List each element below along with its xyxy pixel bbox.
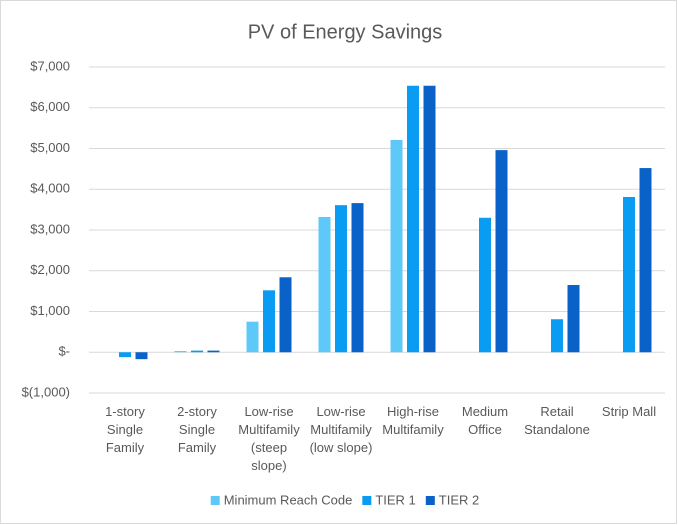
x-tick-line: Low-rise — [244, 404, 293, 419]
y-tick-label: $- — [58, 344, 70, 359]
bar — [279, 277, 292, 353]
x-tick-line: Family — [106, 440, 145, 455]
x-tick-line: Single — [179, 422, 215, 437]
x-tick-line: slope) — [251, 458, 286, 473]
bar — [567, 285, 580, 353]
x-tick-label: Low-rise Multifamily (low slope) — [310, 404, 373, 455]
y-tick-label: $3,000 — [30, 221, 70, 236]
x-tick-line: (low slope) — [310, 440, 373, 455]
x-tick-label: Medium Office — [462, 404, 508, 437]
legend-label: TIER 2 — [439, 492, 479, 507]
legend-item: TIER 1 — [362, 492, 416, 507]
bar — [495, 150, 508, 353]
bar — [263, 290, 275, 353]
x-tick-line: Multifamily — [238, 422, 300, 437]
y-tick-label: $(1,000) — [22, 384, 70, 399]
legend-item: Minimum Reach Code — [210, 492, 353, 507]
bar — [119, 352, 131, 358]
legend-swatch — [210, 496, 220, 505]
x-tick-line: Family — [178, 440, 217, 455]
bar — [551, 319, 563, 353]
legend-label: Minimum Reach Code — [224, 492, 353, 507]
bar — [207, 350, 220, 353]
legend-label: TIER 1 — [375, 492, 415, 507]
x-tick-line: Multifamily — [382, 422, 444, 437]
bar — [351, 203, 364, 353]
legend-swatch — [362, 496, 372, 505]
x-tick-line: Office — [468, 422, 502, 437]
legend-swatch — [425, 496, 435, 505]
x-tick-line: High-rise — [387, 404, 439, 419]
x-tick-label: Low-rise Multifamily (steep slope) — [238, 404, 300, 473]
x-tick-line: Standalone — [524, 422, 590, 437]
x-tick-line: 2-story — [177, 404, 217, 419]
bar — [623, 196, 635, 353]
bar — [246, 321, 259, 353]
bar — [174, 351, 187, 353]
x-tick-label: 1-story Single Family — [105, 404, 145, 455]
bar — [390, 139, 403, 353]
bar — [191, 350, 203, 353]
bar — [479, 217, 491, 353]
y-tick-label: $6,000 — [30, 99, 70, 114]
x-tick-line: (steep — [251, 440, 287, 455]
y-tick-label: $1,000 — [30, 303, 70, 318]
x-tick-line: Strip Mall — [602, 404, 656, 419]
x-tick-line: Single — [107, 422, 143, 437]
y-tick-label: $4,000 — [30, 181, 70, 196]
bar — [135, 352, 148, 360]
x-tick-line: Medium — [462, 404, 508, 419]
bar — [639, 168, 652, 353]
bar — [407, 85, 419, 353]
x-tick-line: Low-rise — [316, 404, 365, 419]
x-tick-label: Strip Mall — [602, 404, 656, 419]
x-tick-line: Multifamily — [310, 422, 372, 437]
bar — [423, 85, 436, 353]
x-tick-line: Retail — [540, 404, 573, 419]
y-tick-label: $5,000 — [30, 140, 70, 155]
bar — [335, 205, 347, 353]
legend-item: TIER 2 — [425, 492, 479, 507]
y-tick-label: $7,000 — [30, 58, 70, 73]
x-tick-label: 2-story Single Family — [177, 404, 217, 455]
x-tick-line: 1-story — [105, 404, 145, 419]
chart-title: PV of Energy Savings — [248, 21, 443, 43]
y-tick-label: $2,000 — [30, 262, 70, 277]
bar — [318, 216, 331, 353]
x-tick-label: High-rise Multifamily — [382, 404, 444, 437]
x-tick-label: Retail Standalone — [524, 404, 590, 437]
